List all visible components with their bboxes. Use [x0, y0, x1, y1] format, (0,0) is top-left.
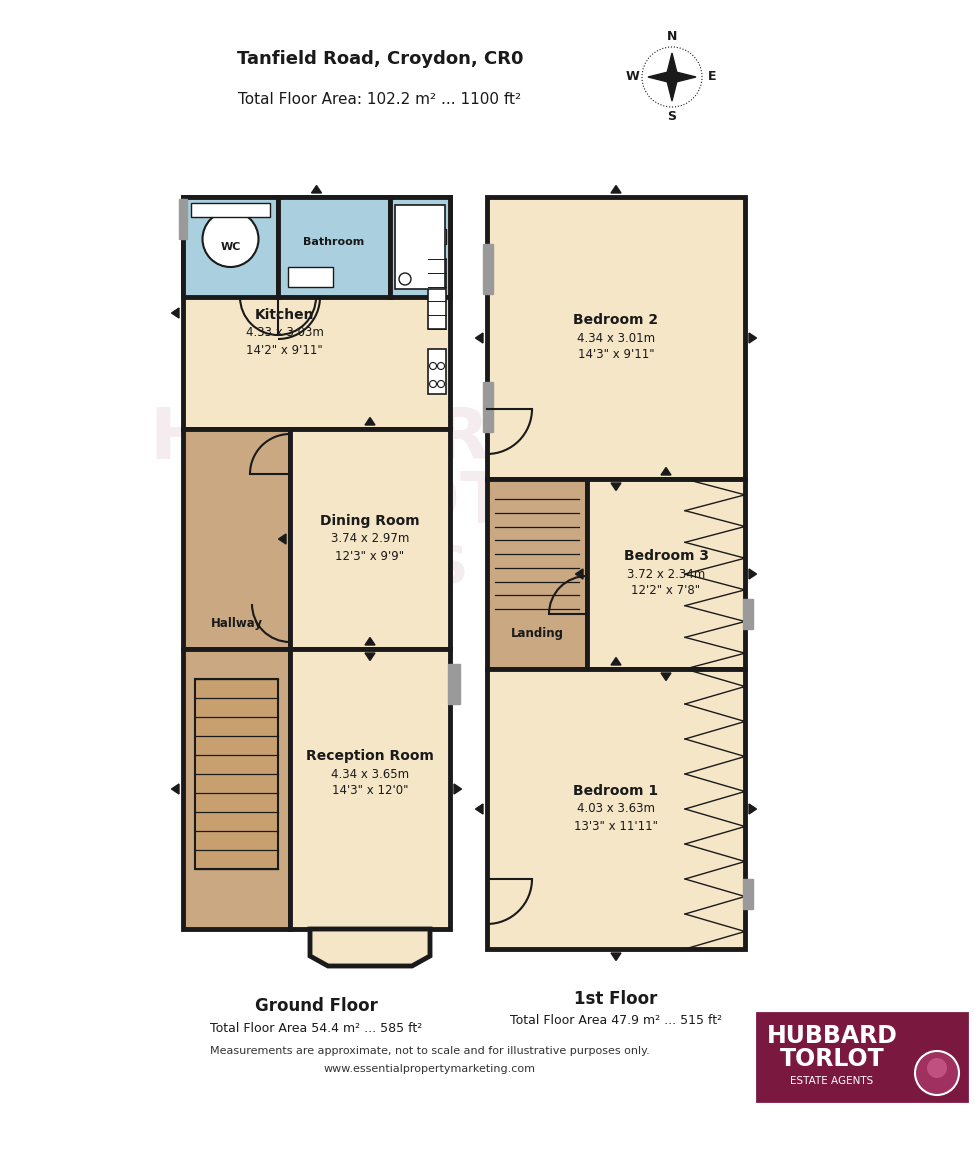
- Bar: [487, 479, 587, 669]
- Bar: [183, 649, 290, 930]
- Text: 4.34 x 3.01m: 4.34 x 3.01m: [577, 331, 655, 344]
- Text: Ground Floor: Ground Floor: [255, 997, 378, 1015]
- Circle shape: [429, 363, 436, 370]
- Text: WC: WC: [220, 242, 241, 252]
- Bar: [191, 203, 270, 217]
- Text: 1st Floor: 1st Floor: [574, 990, 658, 1008]
- Bar: [390, 197, 450, 297]
- Bar: [195, 679, 278, 869]
- Polygon shape: [312, 185, 321, 194]
- Polygon shape: [749, 569, 757, 580]
- Bar: [743, 879, 753, 909]
- Polygon shape: [749, 333, 757, 343]
- Polygon shape: [310, 930, 430, 965]
- Bar: [483, 245, 493, 294]
- Text: www.essentialpropertymarketing.com: www.essentialpropertymarketing.com: [324, 1064, 536, 1074]
- Polygon shape: [749, 804, 757, 814]
- Polygon shape: [661, 673, 671, 680]
- Polygon shape: [611, 657, 621, 665]
- Text: Total Floor Area 54.4 m² ... 585 ft²: Total Floor Area 54.4 m² ... 585 ft²: [211, 1021, 422, 1035]
- Circle shape: [437, 363, 445, 370]
- Text: 14'2" x 9'11": 14'2" x 9'11": [246, 343, 322, 357]
- Polygon shape: [611, 483, 621, 490]
- Text: HUBBARD: HUBBARD: [766, 1025, 898, 1048]
- Bar: [183, 429, 290, 649]
- Polygon shape: [365, 637, 375, 646]
- Circle shape: [399, 274, 411, 285]
- Bar: [288, 267, 333, 287]
- Polygon shape: [172, 783, 179, 794]
- Polygon shape: [278, 534, 286, 544]
- Text: Total Floor Area: 102.2 m² ... 1100 ft²: Total Floor Area: 102.2 m² ... 1100 ft²: [238, 92, 521, 107]
- Bar: [757, 1013, 967, 1101]
- Polygon shape: [666, 76, 678, 101]
- Polygon shape: [611, 185, 621, 194]
- Text: TORLOT: TORLOT: [780, 1047, 884, 1071]
- Polygon shape: [365, 653, 375, 661]
- Text: ESTATE AGENTS: ESTATE AGENTS: [791, 1076, 873, 1086]
- Text: Kitchen: Kitchen: [255, 308, 315, 322]
- Bar: [428, 349, 446, 394]
- Polygon shape: [611, 953, 621, 961]
- Polygon shape: [365, 417, 375, 425]
- Polygon shape: [661, 467, 671, 475]
- Text: Bedroom 2: Bedroom 2: [573, 313, 659, 327]
- Text: Bathroom: Bathroom: [304, 236, 365, 247]
- Text: Bedroom 3: Bedroom 3: [623, 549, 709, 563]
- Text: 3.72 x 2.34m: 3.72 x 2.34m: [627, 568, 706, 581]
- Circle shape: [927, 1058, 947, 1078]
- Text: 4.03 x 3.63m: 4.03 x 3.63m: [577, 802, 655, 816]
- Bar: [395, 205, 445, 289]
- Text: 12'3" x 9'9": 12'3" x 9'9": [335, 549, 405, 562]
- Text: 12'2" x 7'8": 12'2" x 7'8": [631, 584, 701, 598]
- Polygon shape: [575, 569, 583, 580]
- Text: 4.34 x 3.65m: 4.34 x 3.65m: [331, 767, 409, 780]
- Bar: [448, 664, 460, 704]
- Polygon shape: [666, 53, 678, 76]
- Bar: [487, 669, 745, 949]
- Text: AGENTS: AGENTS: [231, 544, 469, 595]
- Text: 13'3" x 11'11": 13'3" x 11'11": [574, 819, 658, 832]
- Bar: [183, 197, 278, 297]
- Bar: [587, 479, 745, 669]
- Bar: [179, 199, 187, 239]
- Text: Hallway: Hallway: [211, 618, 263, 630]
- Text: Tanfield Road, Croydon, CR0: Tanfield Road, Croydon, CR0: [237, 50, 523, 68]
- Text: E: E: [708, 71, 716, 83]
- Text: 14'3" x 12'0": 14'3" x 12'0": [332, 785, 409, 797]
- Text: 14'3" x 9'11": 14'3" x 9'11": [577, 349, 655, 362]
- Bar: [183, 197, 450, 429]
- Text: Dining Room: Dining Room: [320, 513, 419, 529]
- Text: HUBBARD: HUBBARD: [150, 404, 551, 474]
- Bar: [483, 382, 493, 432]
- Text: TORLOT: TORLOT: [190, 469, 511, 539]
- Text: Bedroom 1: Bedroom 1: [573, 783, 659, 799]
- Text: S: S: [667, 110, 676, 124]
- Text: 3.74 x 2.97m: 3.74 x 2.97m: [331, 532, 410, 546]
- Text: 4.33 x 3.03m: 4.33 x 3.03m: [246, 327, 323, 340]
- Text: Reception Room: Reception Room: [306, 749, 434, 763]
- Bar: [290, 429, 450, 649]
- Polygon shape: [475, 804, 483, 814]
- Polygon shape: [672, 71, 696, 83]
- Bar: [278, 197, 390, 297]
- Bar: [428, 258, 446, 329]
- Text: W: W: [625, 71, 639, 83]
- Circle shape: [429, 380, 436, 387]
- Bar: [290, 649, 450, 930]
- Text: Measurements are approximate, not to scale and for illustrative purposes only.: Measurements are approximate, not to sca…: [210, 1047, 650, 1056]
- Bar: [487, 197, 745, 479]
- Circle shape: [203, 211, 259, 267]
- Bar: [428, 229, 446, 245]
- Polygon shape: [648, 71, 672, 83]
- Text: Total Floor Area 47.9 m² ... 515 ft²: Total Floor Area 47.9 m² ... 515 ft²: [510, 1014, 722, 1028]
- Polygon shape: [475, 333, 483, 343]
- Circle shape: [437, 380, 445, 387]
- Polygon shape: [454, 783, 462, 794]
- Bar: [743, 599, 753, 629]
- Text: N: N: [666, 30, 677, 44]
- Polygon shape: [172, 308, 179, 318]
- Circle shape: [915, 1051, 959, 1095]
- Text: Landing: Landing: [511, 627, 564, 641]
